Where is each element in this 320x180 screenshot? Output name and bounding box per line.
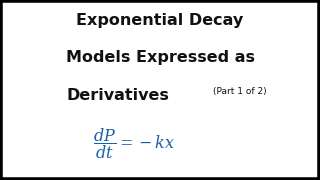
Text: Derivatives: Derivatives [67,88,170,103]
Text: (Part 1 of 2): (Part 1 of 2) [213,87,267,96]
Text: Exponential Decay: Exponential Decay [76,13,244,28]
Text: $\dfrac{dP}{dt} = -kx$: $\dfrac{dP}{dt} = -kx$ [93,126,176,161]
Text: Models Expressed as: Models Expressed as [66,50,254,65]
